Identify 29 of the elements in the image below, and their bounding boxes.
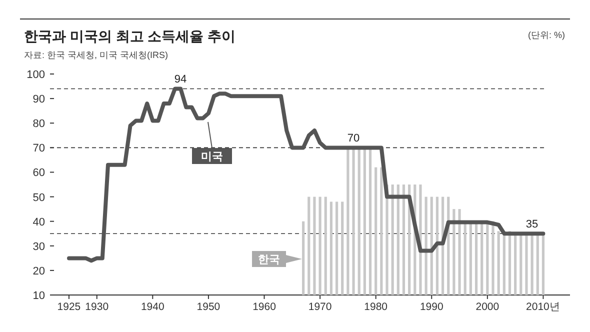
x-tick-label: 1990	[420, 301, 444, 313]
y-tick-label: 60	[32, 167, 45, 180]
y-tick-label: 20	[32, 265, 45, 278]
annotation: 35	[526, 218, 538, 231]
x-tick-label: 1950	[196, 301, 220, 313]
annotation: 70	[347, 132, 360, 145]
x-tick-label: 1960	[252, 301, 276, 313]
text: (단위: %)	[528, 30, 565, 40]
line-series	[67, 86, 546, 263]
x-tick-label: 1930	[85, 301, 109, 313]
x-tick-label: 1980	[364, 301, 388, 313]
x-tick-label: 1940	[140, 301, 164, 313]
y-tick-label: 100	[26, 69, 45, 81]
y-tick-label: 30	[32, 240, 45, 253]
chart-subtitle: 자료: 한국 국세청, 미국 국세청(IRS)	[24, 50, 168, 60]
y-tick-label: 70	[32, 142, 45, 155]
y-tick-label: 40	[32, 216, 45, 228]
x-tick-label: 2000	[476, 301, 500, 313]
x-tick-label: 1970	[308, 301, 332, 313]
annotation: 94	[174, 74, 187, 86]
x-tick-label: 1925	[57, 301, 81, 313]
y-tick-label: 50	[32, 192, 45, 204]
y-tick-label: 90	[32, 94, 45, 106]
x-tick-label: 2010년	[526, 301, 560, 313]
text: 미국	[201, 151, 223, 163]
text: 한국	[258, 254, 280, 266]
chart-title: 한국과 미국의 최고 소득세율 추이	[24, 28, 236, 44]
y-tick-label: 10	[32, 290, 45, 302]
y-tick-label: 80	[32, 118, 45, 130]
